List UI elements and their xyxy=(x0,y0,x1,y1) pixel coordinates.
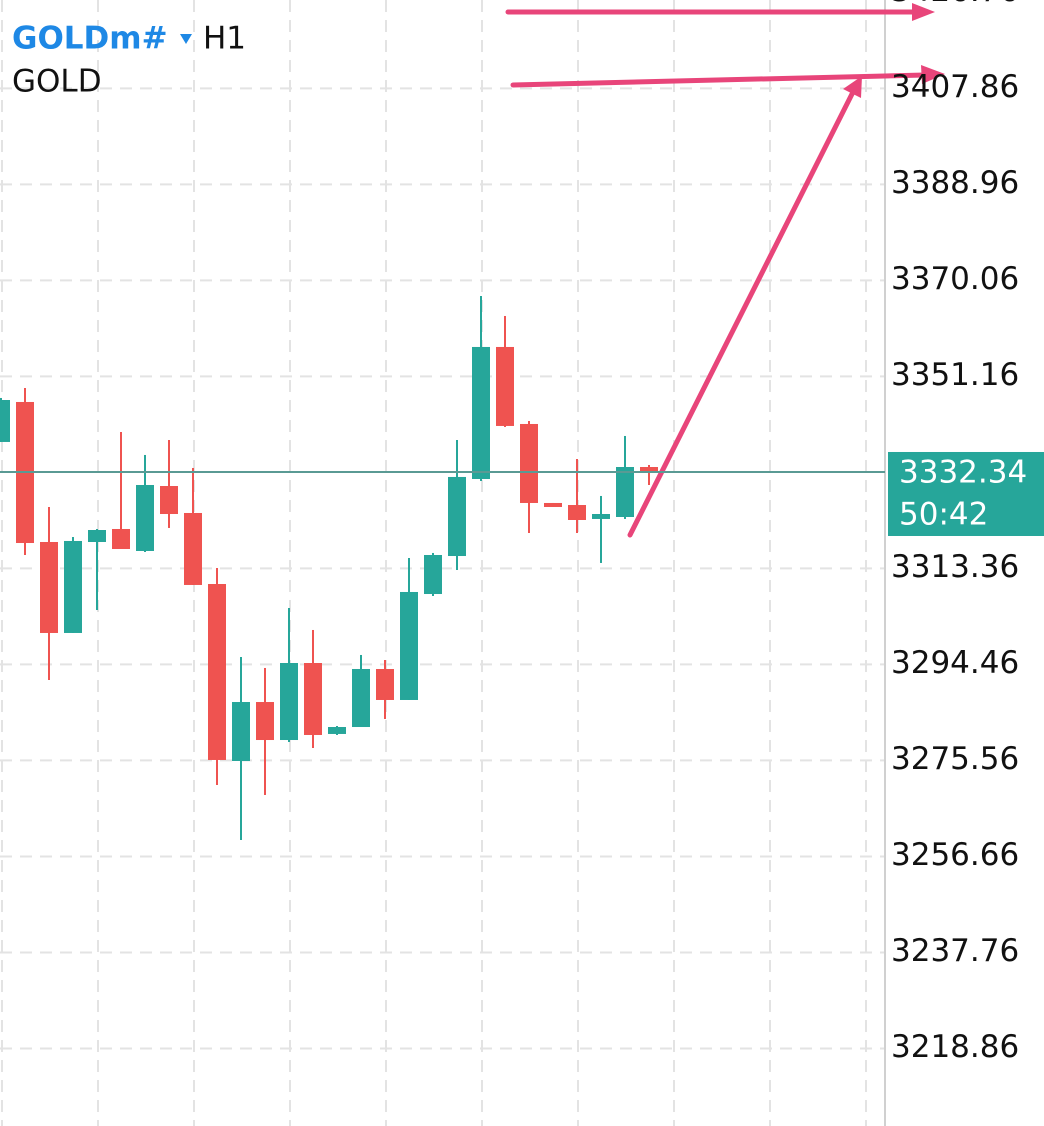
candle-body xyxy=(256,702,274,741)
candle-body xyxy=(160,486,178,515)
arrow-line xyxy=(510,72,928,88)
arrow-head xyxy=(843,76,862,98)
candle-body xyxy=(592,514,610,519)
candle-body xyxy=(184,512,202,585)
candle-body xyxy=(88,530,106,542)
arrow-head xyxy=(921,65,945,84)
y-tick-label: 3218.86 xyxy=(891,1029,1019,1065)
y-tick-label: 3388.96 xyxy=(891,165,1019,201)
y-tick-label: 3294.46 xyxy=(891,645,1019,681)
candle-body xyxy=(640,467,658,472)
candle-body xyxy=(496,346,514,426)
y-tick-label: 3237.76 xyxy=(891,933,1019,969)
candle-body xyxy=(472,346,490,480)
candle-body xyxy=(64,540,82,633)
y-tick-label: 3351.16 xyxy=(891,357,1019,393)
last-price-label: 3332.34 xyxy=(899,454,1027,490)
candle-body xyxy=(280,663,298,741)
candle-body xyxy=(544,502,562,507)
candle-body xyxy=(40,541,58,633)
description: GOLD xyxy=(12,64,102,100)
y-tick-label: 3407.86 xyxy=(891,69,1019,105)
y-tick-label: 3426.76 xyxy=(891,0,1019,9)
candle-body xyxy=(616,467,634,517)
symbol-dropdown[interactable] xyxy=(180,34,192,44)
candle-body xyxy=(448,476,466,557)
header: GOLDm# H1 GOLD xyxy=(12,21,246,100)
candles xyxy=(0,295,658,840)
candle-body xyxy=(568,505,586,520)
candle-body xyxy=(208,584,226,760)
last-price-box xyxy=(888,451,1044,536)
countdown: 50:42 xyxy=(899,496,988,532)
arrow-line xyxy=(627,89,856,538)
y-tick-label: 3256.66 xyxy=(891,837,1019,873)
y-tick-label: 3313.36 xyxy=(891,549,1019,585)
annotations xyxy=(505,3,945,538)
grid xyxy=(0,0,885,1126)
y-tick-label: 3275.56 xyxy=(891,741,1019,777)
candle-body xyxy=(328,727,346,734)
arrow-head xyxy=(912,3,935,21)
candle-body xyxy=(520,423,538,503)
candle-body xyxy=(136,484,154,551)
candle-body xyxy=(352,668,370,728)
timeframe[interactable]: H1 xyxy=(203,21,246,57)
last-price: 3332.34 50:42 xyxy=(0,451,1044,536)
candle-body xyxy=(424,554,442,595)
candle-body xyxy=(232,702,250,761)
y-tick-label: 3370.06 xyxy=(891,261,1019,297)
candle-body xyxy=(112,528,130,550)
symbol[interactable]: GOLDm# xyxy=(12,21,168,57)
candle-body xyxy=(0,400,10,442)
candle-body xyxy=(376,668,394,700)
candle-body xyxy=(400,591,418,700)
candle-body xyxy=(304,663,322,735)
